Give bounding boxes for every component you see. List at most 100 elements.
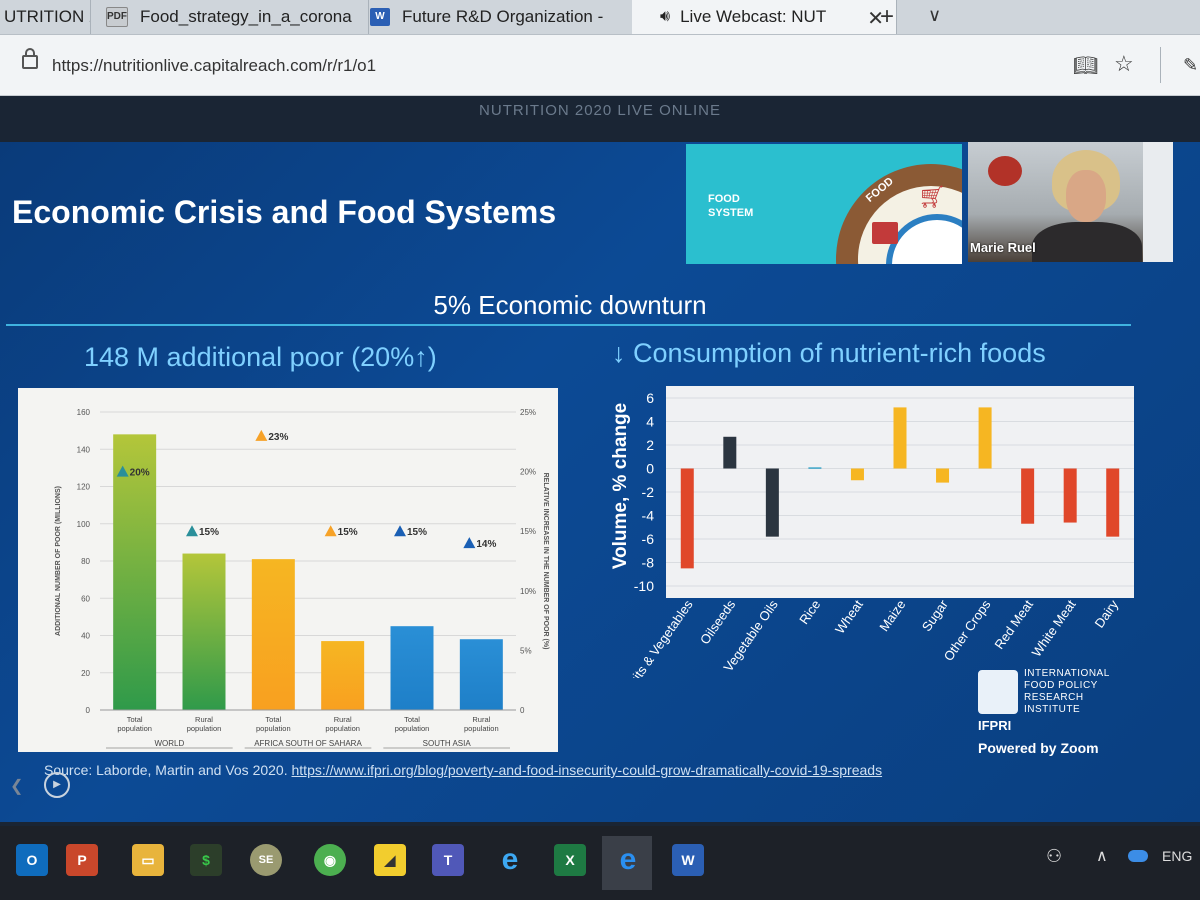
language-indicator[interactable]: ENG: [1162, 848, 1193, 864]
speaker-video: Marie Ruel: [968, 142, 1173, 262]
people-icon[interactable]: ⚇: [1046, 846, 1063, 866]
category-label: Oilseeds: [697, 597, 739, 647]
cart-icon: 🛒︎: [918, 184, 946, 209]
tab-food-strategy[interactable]: PDF Food_strategy_in_a_corona: [92, 0, 369, 34]
outlook-icon[interactable]: O: [16, 844, 48, 876]
bar: [182, 553, 226, 710]
y2-tick-label: 20%: [520, 468, 536, 477]
tab-future-rd[interactable]: W Future R&D Organization -: [356, 0, 645, 34]
right-chart-heading: ↓ Consumption of nutrient-rich foods: [612, 338, 1046, 368]
slide: Economic Crisis and Food Systems FOOD SY…: [0, 142, 1200, 822]
player-controls: ❮ ▶: [10, 768, 70, 798]
tab-label: Future R&D Organization -: [402, 7, 604, 26]
category-label: population: [464, 724, 499, 733]
tab-label: Food_strategy_in_a_corona: [140, 7, 352, 26]
reading-view-icon[interactable]: 📖︎: [1073, 55, 1099, 77]
sage-icon[interactable]: $: [190, 844, 222, 876]
divider-line: [6, 324, 1131, 326]
category-label: Sugar: [919, 597, 952, 635]
category-label: White Meat: [1029, 597, 1079, 660]
category-label: Fruits & Vegetables: [619, 597, 696, 678]
y-tick-label: 160: [77, 408, 91, 417]
bar: [936, 468, 950, 483]
increase-label: 20%: [130, 468, 150, 479]
bar: [251, 559, 295, 710]
increase-label: 15%: [199, 527, 219, 538]
bar: [978, 407, 992, 469]
address-bar: https://nutritionlive.capitalreach.com/r…: [0, 35, 1200, 96]
y-tick-label: 6: [646, 390, 654, 406]
y2-tick-label: 25%: [520, 408, 536, 417]
powered-by-zoom: Powered by Zoom: [978, 740, 1099, 756]
edge-icon[interactable]: e: [619, 843, 637, 876]
chrome-icon[interactable]: ◉: [314, 844, 346, 876]
category-label: Total: [265, 715, 281, 724]
close-tab-icon[interactable]: ✕: [867, 8, 884, 30]
powerpoint-icon[interactable]: P: [66, 844, 98, 876]
taskbar: O P ▭ $ SE ◉ ◢ T e X e W ⚇ ∧ ENG: [0, 826, 1200, 900]
tab-bar: UTRITION 2 PDF Food_strategy_in_a_corona…: [0, 0, 1200, 35]
bar: [1021, 468, 1035, 524]
play-button[interactable]: ▶: [44, 772, 70, 798]
y2-tick-label: 15%: [520, 527, 536, 536]
pen-icon[interactable]: ✎: [1183, 55, 1199, 75]
category-label: population: [187, 724, 222, 733]
tab-live-webcast[interactable]: 🔊︎ Live Webcast: NUT ✕: [632, 0, 897, 34]
se-icon[interactable]: SE: [250, 844, 282, 876]
excel-icon[interactable]: X: [554, 844, 586, 876]
new-tab-button[interactable]: +: [880, 3, 895, 30]
y-axis-label: ADDITIONAL NUMBER OF POOR (MILLIONS): [55, 486, 62, 636]
source-link[interactable]: https://www.ifpri.org/blog/poverty-and-f…: [291, 762, 883, 778]
bar: [1063, 468, 1077, 523]
tab-menu-chevron-icon[interactable]: ∨: [928, 5, 942, 25]
bar: [390, 626, 434, 710]
speaker-body: [1032, 222, 1142, 262]
active-app-highlight: [602, 836, 652, 890]
favorite-star-icon[interactable]: ☆: [1114, 51, 1134, 76]
y-tick-label: 2: [646, 437, 654, 453]
toolbar-divider: [1160, 47, 1161, 83]
increase-marker: [463, 537, 476, 549]
y-tick-label: 140: [77, 445, 91, 454]
y2-axis-label: RELATIVE INCREASE IN THE NUMBER OF POOR …: [542, 473, 549, 650]
lock-icon[interactable]: [22, 48, 38, 69]
teams-icon[interactable]: T: [432, 844, 464, 876]
word-icon[interactable]: W: [672, 844, 704, 876]
category-label: Rural: [334, 715, 352, 724]
slide-subtitle: 5% Economic downturn: [433, 290, 707, 320]
y-tick-label: -2: [642, 484, 655, 500]
webcast-title: NUTRITION 2020 LIVE ONLINE: [479, 102, 721, 119]
chevron-up-icon[interactable]: ∧: [1096, 848, 1108, 865]
increase-label: 15%: [407, 527, 427, 538]
slide-title: Economic Crisis and Food Systems: [12, 194, 557, 230]
y-tick-label: -10: [634, 578, 654, 594]
category-label: Rural: [472, 715, 490, 724]
food-system-label: FOOD SYSTEM: [708, 193, 754, 219]
category-label: Dairy: [1091, 597, 1121, 631]
y-tick-label: 100: [77, 520, 91, 529]
tab-nutrition[interactable]: UTRITION 2: [0, 0, 91, 34]
ifpri-full-name: INTERNATIONAL FOOD POLICY RESEARCH INSTI…: [1024, 668, 1110, 715]
increase-marker: [394, 525, 406, 537]
pdf-icon: PDF: [106, 7, 128, 27]
increase-label: 15%: [338, 527, 358, 538]
poverty-chart: 0 20 40 60 80 100 120 140 160 0 5% 10% 15% 20% 25% ADDI…: [18, 388, 558, 752]
url-field[interactable]: https://nutritionlive.capitalreach.com/r…: [52, 56, 377, 75]
file-explorer-icon[interactable]: ▭: [132, 844, 164, 876]
increase-label: 14%: [476, 539, 496, 550]
y-tick-label: 20: [81, 669, 90, 678]
y-tick-label: -6: [642, 531, 655, 547]
source-prefix: Source: Laborde, Martin and Vos 2020.: [44, 762, 288, 778]
category-label: Rural: [195, 715, 213, 724]
ifpri-abbr: IFPRI: [978, 718, 1012, 733]
back-arrow-icon[interactable]: ❮: [10, 778, 24, 795]
onedrive-cloud-icon[interactable]: [1128, 850, 1148, 862]
flowers: [988, 156, 1022, 186]
bar: [459, 639, 503, 710]
y-tick-label: 0: [646, 461, 654, 477]
increase-marker: [116, 465, 129, 477]
ie-icon[interactable]: e: [501, 843, 519, 876]
sticky-notes-icon[interactable]: ◢: [374, 844, 406, 876]
y-tick-label: -4: [642, 508, 655, 524]
